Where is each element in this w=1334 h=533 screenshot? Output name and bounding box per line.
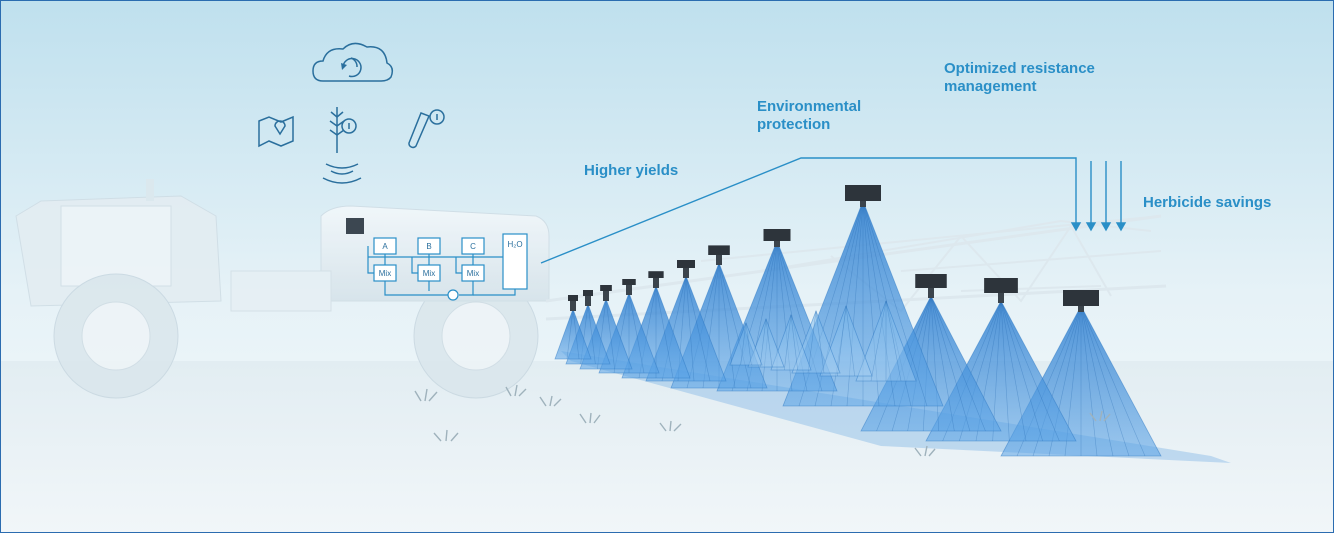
mixing-schematic: A B C H₂O Mix Mix Mix (367, 233, 528, 301)
spray-lines (807, 310, 825, 374)
data-connection-line (540, 157, 1077, 264)
map-pin-icon (258, 115, 294, 148)
spray-cone (770, 313, 812, 371)
nozzle-camera (583, 290, 593, 306)
mix-a-label: Mix (379, 269, 391, 278)
spray-cone (729, 321, 763, 366)
tank-a-label: A (382, 242, 388, 251)
weeds (414, 384, 1111, 457)
test-tube-icon (408, 109, 445, 149)
nozzle-camera (677, 260, 695, 278)
mix-b-label: Mix (423, 269, 435, 278)
nozzle-camera (708, 245, 730, 265)
mixer-pipes (367, 246, 516, 301)
spray-cone (855, 299, 917, 382)
cloud-sync-icon (312, 42, 394, 82)
nozzle-cameras (568, 185, 1099, 312)
water-tank-label: H₂O (507, 240, 522, 249)
mix-c-label: Mix (467, 269, 479, 278)
nozzle-camera (622, 279, 636, 295)
spray-cone (554, 307, 592, 360)
label-environmental-protection: Environmental protection (757, 98, 862, 133)
nozzle-camera (600, 285, 612, 301)
label-optimized-resistance-management: Optimized resistance management (944, 60, 1095, 95)
nozzle-camera (648, 271, 664, 288)
spray-lines (870, 300, 902, 382)
nozzle-camera (984, 278, 1018, 303)
nozzle-camera (568, 295, 578, 311)
wireless-signal-icon (322, 163, 362, 184)
spray-lines (566, 308, 580, 360)
nozzle-camera (915, 274, 947, 298)
nozzle-camera (763, 229, 791, 247)
spray-cones (554, 199, 1162, 457)
label-herbicide-savings: Herbicide savings (1143, 194, 1272, 211)
control-unit-box (346, 218, 364, 234)
spray-lines (784, 314, 798, 371)
water-tank-box (502, 233, 528, 290)
spray-lines (740, 322, 752, 366)
reduction-arrows (1070, 161, 1127, 232)
nozzle-camera (845, 185, 881, 207)
nozzle-camera (1063, 290, 1099, 312)
tank-c-label: C (470, 242, 476, 251)
spray-lines (837, 305, 855, 377)
label-higher-yields: Higher yields (584, 162, 679, 179)
tank-b-label: B (426, 242, 431, 251)
spray-lines (759, 318, 773, 368)
crop-info-icon (329, 107, 357, 153)
